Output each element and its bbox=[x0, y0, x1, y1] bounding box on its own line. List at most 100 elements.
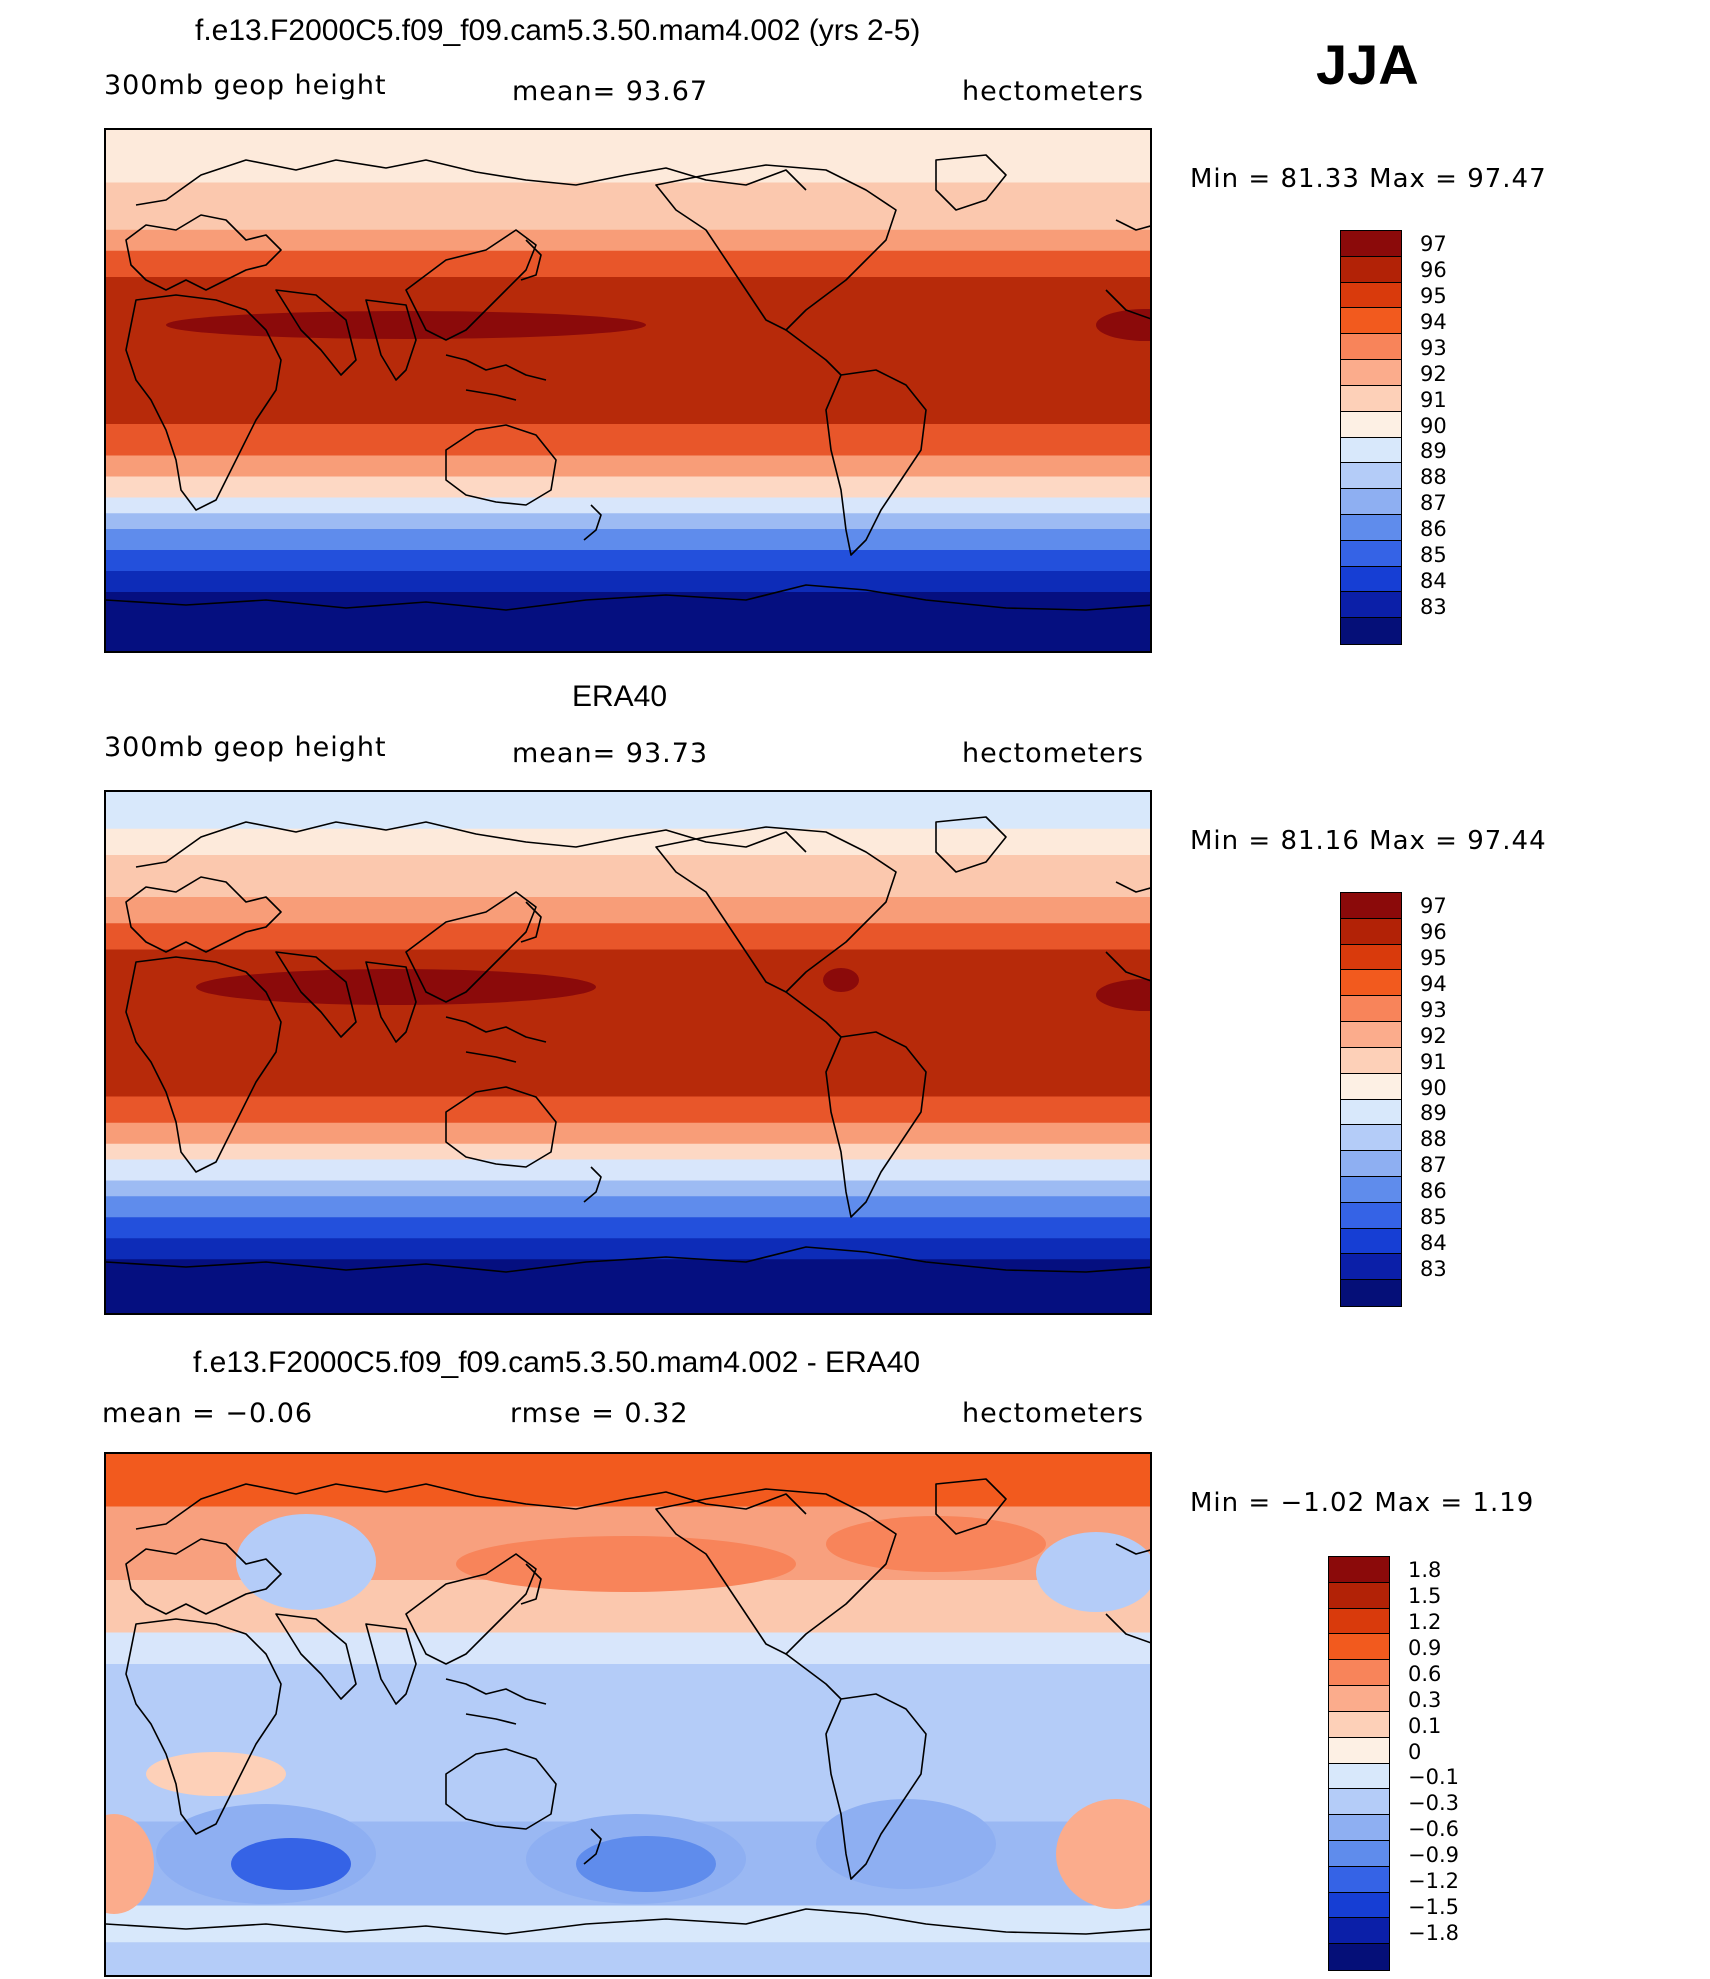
colorbar-swatch bbox=[1341, 540, 1401, 567]
panel3-rmse-label: rmse = 0.32 bbox=[510, 1398, 689, 1429]
field-band-7 bbox=[106, 455, 1150, 477]
colorbar-swatch bbox=[1329, 1634, 1389, 1661]
colorbar-swatch bbox=[1329, 1608, 1389, 1635]
colorbar-swatch bbox=[1341, 970, 1401, 997]
field-band-12 bbox=[106, 550, 1150, 572]
colorbar-tick-label: 93 bbox=[1420, 335, 1447, 360]
colorbar-tick-label: 94 bbox=[1420, 971, 1447, 996]
colorbar-swatch bbox=[1341, 918, 1401, 945]
panel3-minmax: Min = −1.02 Max = 1.19 bbox=[1190, 1488, 1535, 1518]
colorbar-tick-label: 84 bbox=[1420, 1231, 1447, 1256]
colorbar-swatch bbox=[1329, 1866, 1389, 1893]
colorbar-swatch bbox=[1329, 1789, 1389, 1816]
colorbar-swatch bbox=[1341, 334, 1401, 361]
panel1-field bbox=[106, 130, 1150, 651]
colorbar-tick-label: 85 bbox=[1420, 543, 1447, 568]
colorbar-swatch bbox=[1341, 1254, 1401, 1281]
field-band-2 bbox=[106, 229, 1150, 252]
colorbar-tick-label: 1.2 bbox=[1408, 1609, 1442, 1634]
field-band-14 bbox=[106, 1238, 1150, 1260]
panel3-units-label: hectometers bbox=[962, 1398, 1144, 1429]
colorbar-tick-label: 91 bbox=[1420, 1049, 1447, 1074]
colorbar-swatch bbox=[1329, 1557, 1389, 1583]
colorbar-tick-label: 97 bbox=[1420, 231, 1447, 256]
colorbar-tick-label: 84 bbox=[1420, 569, 1447, 594]
field-band-1 bbox=[106, 828, 1150, 856]
colorbar-swatch bbox=[1341, 944, 1401, 971]
panel2-mean-label: mean= 93.73 bbox=[512, 738, 709, 769]
field-band-3 bbox=[106, 1632, 1150, 1665]
colorbar-tick-label: 1.8 bbox=[1408, 1557, 1442, 1582]
colorbar-tick-label: −0.9 bbox=[1408, 1843, 1459, 1868]
colorbar-swatch bbox=[1329, 1582, 1389, 1609]
colorbar-tick-label: 89 bbox=[1420, 1101, 1447, 1126]
field-band-1 bbox=[106, 182, 1150, 231]
colorbar-tick-label: 83 bbox=[1420, 595, 1447, 620]
panel3-field bbox=[106, 1454, 1150, 1975]
field-band-6 bbox=[106, 1905, 1150, 1943]
colorbar-swatch bbox=[1341, 893, 1401, 919]
colorbar-swatch bbox=[1341, 437, 1401, 464]
field-band-6 bbox=[106, 1054, 1150, 1097]
panel3-neg-core-sio bbox=[231, 1838, 351, 1890]
field-band-6 bbox=[106, 424, 1150, 456]
colorbar-tick-label: −1.2 bbox=[1408, 1869, 1459, 1894]
colorbar-swatch bbox=[1329, 1711, 1389, 1738]
colorbar-tick-label: 0.6 bbox=[1408, 1661, 1442, 1686]
panel3-map bbox=[104, 1452, 1152, 1977]
panel3-colorbar-labels: 1.8 1.5 1.2 0.9 0.6 0.3 0.1 0 −0.1 −0.3 −0.6 −0.9 −1… bbox=[1408, 1556, 1488, 1971]
colorbar-swatch bbox=[1329, 1815, 1389, 1841]
colorbar-swatch bbox=[1341, 1022, 1401, 1048]
panel1-mean-label: mean= 93.67 bbox=[512, 76, 709, 107]
panel2-units-label: hectometers bbox=[962, 738, 1144, 769]
panel1-units-label: hectometers bbox=[962, 76, 1144, 107]
field-band-11 bbox=[106, 1180, 1150, 1197]
colorbar-swatch bbox=[1341, 308, 1401, 335]
field-band-3 bbox=[106, 897, 1150, 924]
field-band-7 bbox=[106, 1942, 1150, 1975]
colorbar-tick-label: 96 bbox=[1420, 919, 1447, 944]
panel1-max-core bbox=[166, 311, 646, 339]
colorbar-tick-label: 91 bbox=[1420, 387, 1447, 412]
colorbar-swatch bbox=[1341, 360, 1401, 386]
panel3-mean-label: mean = −0.06 bbox=[102, 1398, 314, 1429]
colorbar-tick-label: −0.3 bbox=[1408, 1791, 1459, 1816]
panel1-max-core-east bbox=[1096, 309, 1150, 341]
field-band-8 bbox=[106, 1122, 1150, 1145]
colorbar-swatch bbox=[1341, 1228, 1401, 1255]
panel2-colorbar bbox=[1340, 892, 1402, 1307]
colorbar-tick-label: 89 bbox=[1420, 439, 1447, 464]
field-band-3 bbox=[106, 250, 1150, 278]
colorbar-swatch bbox=[1329, 1892, 1389, 1919]
field-band-5 bbox=[106, 949, 1150, 1055]
colorbar-swatch bbox=[1341, 618, 1401, 644]
field-band-8 bbox=[106, 476, 1150, 498]
colorbar-swatch bbox=[1341, 282, 1401, 309]
colorbar-swatch bbox=[1341, 592, 1401, 619]
colorbar-swatch bbox=[1341, 231, 1401, 257]
colorbar-swatch bbox=[1341, 566, 1401, 593]
colorbar-swatch bbox=[1341, 1176, 1401, 1203]
field-band-9 bbox=[106, 497, 1150, 514]
field-band-10 bbox=[106, 513, 1150, 530]
colorbar-swatch bbox=[1341, 385, 1401, 412]
colorbar-tick-label: 92 bbox=[1420, 361, 1447, 386]
panel3-title: f.e13.F2000C5.f09_f09.cam5.3.50.mam4.002… bbox=[193, 1346, 921, 1379]
panel2-colorbar-labels: 97 96 95 94 93 92 91 90 89 88 87 86 85 84 83 bbox=[1420, 892, 1500, 1307]
panel3-neg-anomaly-natl bbox=[1036, 1532, 1150, 1612]
panel3-pos-anomaly-pacific bbox=[826, 1516, 1046, 1572]
colorbar-tick-label: −1.8 bbox=[1408, 1921, 1459, 1946]
field-band-4 bbox=[106, 923, 1150, 950]
field-band-2 bbox=[106, 855, 1150, 898]
colorbar-tick-label: 95 bbox=[1420, 283, 1447, 308]
panel2-variable-label: 300mb geop height bbox=[104, 732, 387, 763]
panel2-max-core-east bbox=[1096, 979, 1150, 1011]
colorbar-tick-label: 0.3 bbox=[1408, 1687, 1442, 1712]
colorbar-tick-label: 86 bbox=[1420, 517, 1447, 542]
panel1-colorbar bbox=[1340, 230, 1402, 645]
panel3-neg-core-spac bbox=[576, 1836, 716, 1892]
field-band-15 bbox=[106, 1259, 1150, 1313]
colorbar-swatch bbox=[1329, 1660, 1389, 1687]
panel2-title: ERA40 bbox=[572, 680, 668, 713]
colorbar-tick-label: 1.5 bbox=[1408, 1583, 1442, 1608]
